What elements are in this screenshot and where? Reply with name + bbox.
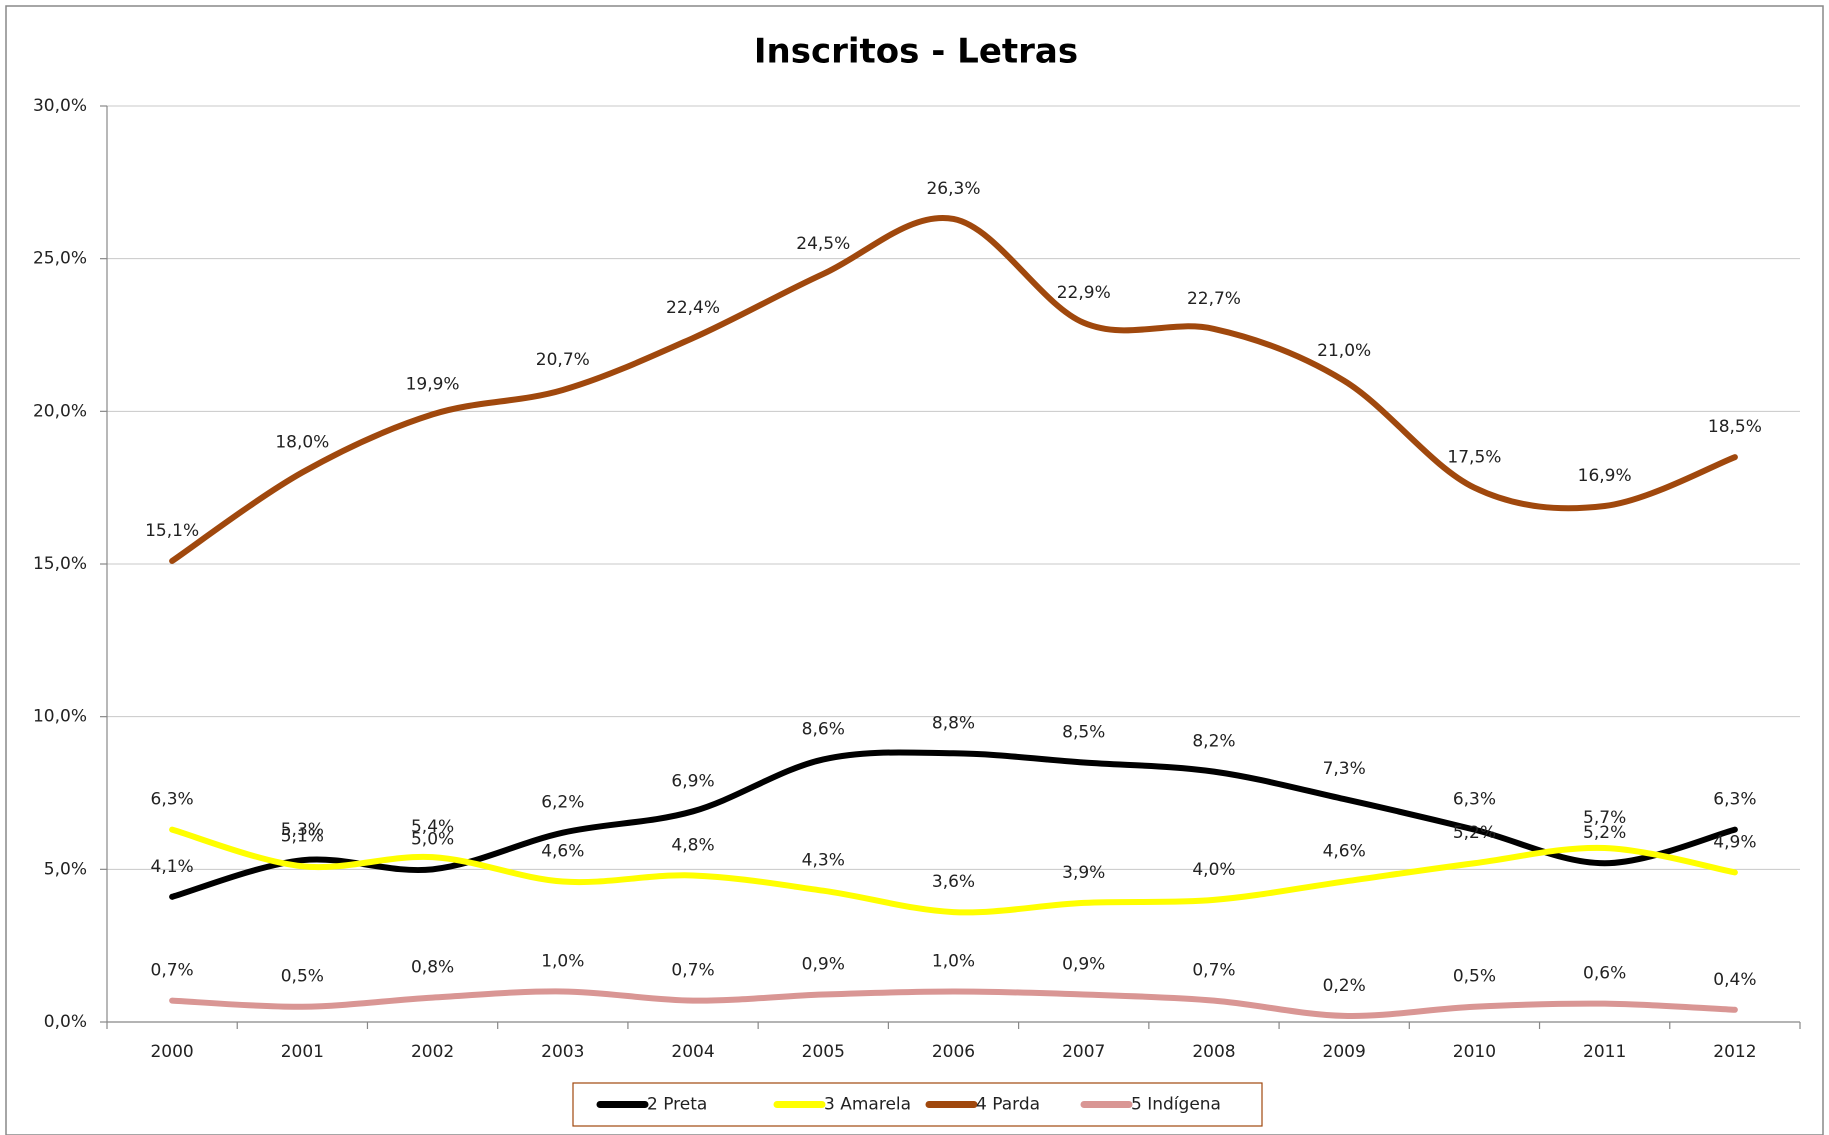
data-label: 6,3% <box>1713 790 1756 810</box>
x-tick-label: 2008 <box>1192 1042 1235 1062</box>
series-line <box>169 826 1738 916</box>
data-label: 5,1% <box>281 826 324 846</box>
data-label: 19,9% <box>406 374 460 394</box>
y-tick-label: 30,0% <box>33 96 87 116</box>
data-label: 4,6% <box>1323 842 1366 862</box>
data-label: 5,2% <box>1453 823 1496 843</box>
legend-box <box>572 1082 1263 1127</box>
data-label: 0,6% <box>1583 964 1626 984</box>
data-label: 4,0% <box>1192 860 1235 880</box>
data-label: 4,1% <box>151 857 194 877</box>
data-label: 0,5% <box>1453 967 1496 987</box>
data-label: 8,6% <box>802 719 845 739</box>
data-label: 20,7% <box>536 350 590 370</box>
series-line <box>169 214 1738 564</box>
legend-label: 4 Parda <box>976 1095 1040 1115</box>
legend-label: 5 Indígena <box>1131 1095 1221 1115</box>
y-tick-label: 20,0% <box>33 401 87 421</box>
data-label: 0,7% <box>671 961 714 981</box>
data-label: 4,9% <box>1713 832 1756 852</box>
data-label: 4,3% <box>802 851 845 871</box>
data-label: 5,7% <box>1583 808 1626 828</box>
data-label: 0,7% <box>151 961 194 981</box>
y-tick-label: 25,0% <box>33 249 87 269</box>
data-label: 0,9% <box>1062 955 1105 975</box>
data-label: 8,2% <box>1192 732 1235 752</box>
x-tick-label: 2009 <box>1323 1042 1366 1062</box>
data-label: 6,3% <box>1453 790 1496 810</box>
data-label: 18,0% <box>275 432 329 452</box>
data-label: 3,6% <box>932 872 975 892</box>
data-label: 5,4% <box>411 817 454 837</box>
x-tick-label: 2000 <box>150 1042 193 1062</box>
y-tick-label: 5,0% <box>44 859 87 879</box>
data-label: 6,3% <box>151 790 194 810</box>
data-label: 5,2% <box>1583 823 1626 843</box>
x-tick-label: 2001 <box>281 1042 324 1062</box>
x-tick-label: 2012 <box>1713 1042 1756 1062</box>
data-label: 0,7% <box>1192 961 1235 981</box>
data-label: 5,0% <box>411 829 454 849</box>
data-label: 18,5% <box>1708 417 1762 437</box>
x-tick-label: 2006 <box>932 1042 975 1062</box>
data-label: 16,9% <box>1578 466 1632 486</box>
x-tick-label: 2011 <box>1583 1042 1626 1062</box>
x-tick-label: 2002 <box>411 1042 454 1062</box>
data-label: 6,2% <box>541 793 584 813</box>
data-label: 22,9% <box>1057 283 1111 303</box>
data-label: 3,9% <box>1062 863 1105 883</box>
data-label: 7,3% <box>1323 759 1366 779</box>
legend-label: 2 Preta <box>647 1095 707 1115</box>
y-tick-label: 10,0% <box>33 707 87 727</box>
data-label: 1,0% <box>541 951 584 971</box>
chart-title: Inscritos - Letras <box>754 32 1078 72</box>
data-label: 22,7% <box>1187 289 1241 309</box>
data-label: 8,8% <box>932 713 975 733</box>
x-tick-label: 2010 <box>1453 1042 1496 1062</box>
data-label: 0,5% <box>281 967 324 987</box>
x-tick-label: 2007 <box>1062 1042 1105 1062</box>
data-label: 0,9% <box>802 955 845 975</box>
data-label: 5,3% <box>281 820 324 840</box>
x-tick-label: 2003 <box>541 1042 584 1062</box>
data-label: 6,9% <box>671 771 714 791</box>
y-tick-label: 15,0% <box>33 554 87 574</box>
data-label: 0,8% <box>411 958 454 978</box>
y-tick-label: 0,0% <box>44 1012 87 1032</box>
series-line <box>169 988 1738 1019</box>
data-label: 4,6% <box>541 842 584 862</box>
data-label: 17,5% <box>1447 448 1501 468</box>
data-label: 26,3% <box>926 179 980 199</box>
series-line <box>169 749 1738 900</box>
data-label: 8,5% <box>1062 722 1105 742</box>
data-label: 24,5% <box>796 234 850 254</box>
data-label: 1,0% <box>932 951 975 971</box>
chart-border <box>5 5 1824 1135</box>
legend-label: 3 Amarela <box>824 1095 911 1115</box>
data-label: 4,8% <box>671 835 714 855</box>
data-label: 21,0% <box>1317 341 1371 361</box>
data-label: 0,2% <box>1323 976 1366 996</box>
x-tick-label: 2005 <box>802 1042 845 1062</box>
x-tick-label: 2004 <box>671 1042 714 1062</box>
data-label: 0,4% <box>1713 970 1756 990</box>
data-label: 22,4% <box>666 298 720 318</box>
data-label: 15,1% <box>145 521 199 541</box>
